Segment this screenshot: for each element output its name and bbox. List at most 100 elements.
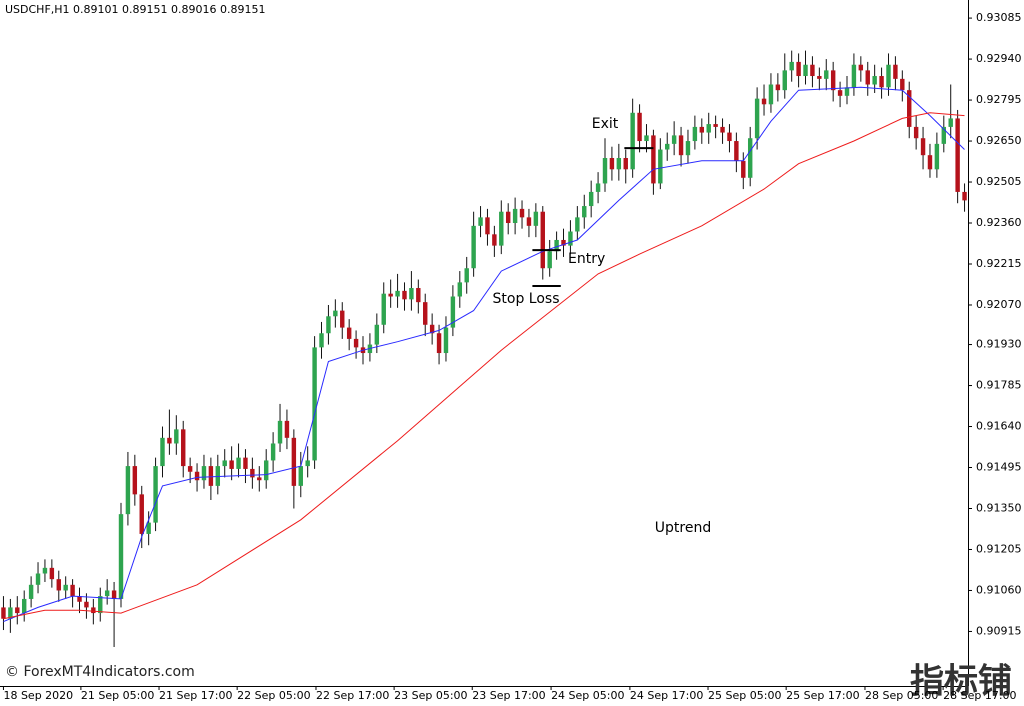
candle-body xyxy=(236,457,241,469)
y-tick-label: 0.92070 xyxy=(976,298,1022,311)
candle-body xyxy=(1,607,6,619)
candle-body xyxy=(727,132,732,142)
candle-body xyxy=(955,118,960,192)
y-tick-label: 0.92650 xyxy=(976,134,1022,147)
candle-body xyxy=(692,126,698,142)
candle-body xyxy=(104,590,110,597)
candle-body xyxy=(789,61,794,71)
candle-body xyxy=(215,466,221,486)
candle-body xyxy=(858,64,864,71)
candle-body xyxy=(907,90,912,127)
trade-level-label: Entry xyxy=(568,251,605,267)
candle-body xyxy=(125,466,131,515)
x-tick-label: 23 Sep 05:00 xyxy=(394,689,467,702)
candle-body xyxy=(595,183,601,192)
candle-body xyxy=(761,98,767,105)
candle-body xyxy=(927,155,933,170)
y-tick-label: 0.91930 xyxy=(976,338,1022,351)
candle-body xyxy=(575,217,580,232)
y-tick-label: 0.92940 xyxy=(976,52,1022,65)
candle-body xyxy=(146,522,151,534)
y-tick-label: 0.92360 xyxy=(976,216,1022,229)
candle-body xyxy=(132,466,138,495)
candle-body xyxy=(941,126,947,144)
watermark: © ForexMT4Indicators.com xyxy=(5,664,195,680)
candle-body xyxy=(658,149,663,184)
candle-body xyxy=(42,567,48,574)
candle-body xyxy=(962,191,967,201)
x-tick-label: 23 Sep 17:00 xyxy=(472,689,545,702)
candle-body xyxy=(346,327,352,339)
candle-body xyxy=(263,460,269,481)
candle-body xyxy=(582,206,587,218)
annotation: Uptrend xyxy=(655,520,711,536)
candle-body xyxy=(837,90,843,96)
candle-body xyxy=(326,316,331,334)
candle-body xyxy=(623,158,628,170)
candle-body xyxy=(699,126,705,133)
candle-body xyxy=(665,143,670,150)
candle-body xyxy=(443,327,449,354)
candle-body xyxy=(49,567,55,580)
candle-body xyxy=(865,70,870,85)
candle-body xyxy=(201,466,207,481)
x-tick-label: 24 Sep 17:00 xyxy=(630,689,703,702)
candle-body xyxy=(554,239,559,252)
candle-body xyxy=(616,158,622,170)
y-tick-label: 0.91640 xyxy=(976,420,1022,433)
candle-body xyxy=(450,296,456,328)
candle-body xyxy=(754,98,760,139)
x-tick-label: 22 Sep 05:00 xyxy=(237,689,310,702)
candle-body xyxy=(948,118,953,127)
candle-body xyxy=(879,76,884,88)
candle-body xyxy=(886,64,891,88)
candle-body xyxy=(340,310,345,328)
y-tick-label: 0.92505 xyxy=(976,175,1022,188)
candle-body xyxy=(139,494,144,534)
candle-body xyxy=(526,217,532,226)
candle-body xyxy=(830,70,836,91)
moving-average xyxy=(3,112,965,620)
candle-body xyxy=(388,293,393,297)
candle-body xyxy=(678,135,684,156)
candle-body xyxy=(374,324,380,345)
candle-body xyxy=(893,64,898,79)
candle-body xyxy=(174,429,179,444)
candle-body xyxy=(187,466,193,472)
candle-body xyxy=(872,76,877,85)
candle-body xyxy=(609,158,615,170)
candle-body xyxy=(70,584,75,597)
trade-level-label: Exit xyxy=(592,116,619,132)
x-tick-label: 22 Sep 17:00 xyxy=(316,689,389,702)
candle-body xyxy=(499,211,504,246)
candle-body xyxy=(741,160,746,178)
y-tick-label: 0.91495 xyxy=(976,461,1022,474)
candle-body xyxy=(312,347,317,461)
candle-body xyxy=(817,76,822,79)
candle-body xyxy=(706,124,711,133)
candle-body xyxy=(644,135,649,142)
candle-body xyxy=(333,310,338,317)
candle-body xyxy=(588,191,594,207)
x-tick-label: 25 Sep 17:00 xyxy=(786,689,859,702)
candle-body xyxy=(270,443,276,461)
candle-body xyxy=(167,437,172,444)
candle-body xyxy=(153,466,158,523)
chart-title: USDCHF,H1 0.89101 0.89151 0.89016 0.8915… xyxy=(5,3,266,16)
candle-body xyxy=(844,87,850,96)
candle-body xyxy=(637,112,642,142)
candle-body xyxy=(533,211,539,226)
candle-body xyxy=(250,468,255,478)
y-tick-label: 0.91060 xyxy=(976,583,1022,596)
candle-body xyxy=(671,135,677,144)
candle-body xyxy=(782,70,787,91)
candle-body xyxy=(803,64,808,77)
candle-body xyxy=(381,293,386,325)
candle-body xyxy=(734,141,739,161)
candle-body xyxy=(305,460,310,467)
candle-body xyxy=(416,288,421,303)
candle-body xyxy=(485,217,490,235)
candle-body xyxy=(602,158,608,184)
candle-body xyxy=(208,466,214,486)
